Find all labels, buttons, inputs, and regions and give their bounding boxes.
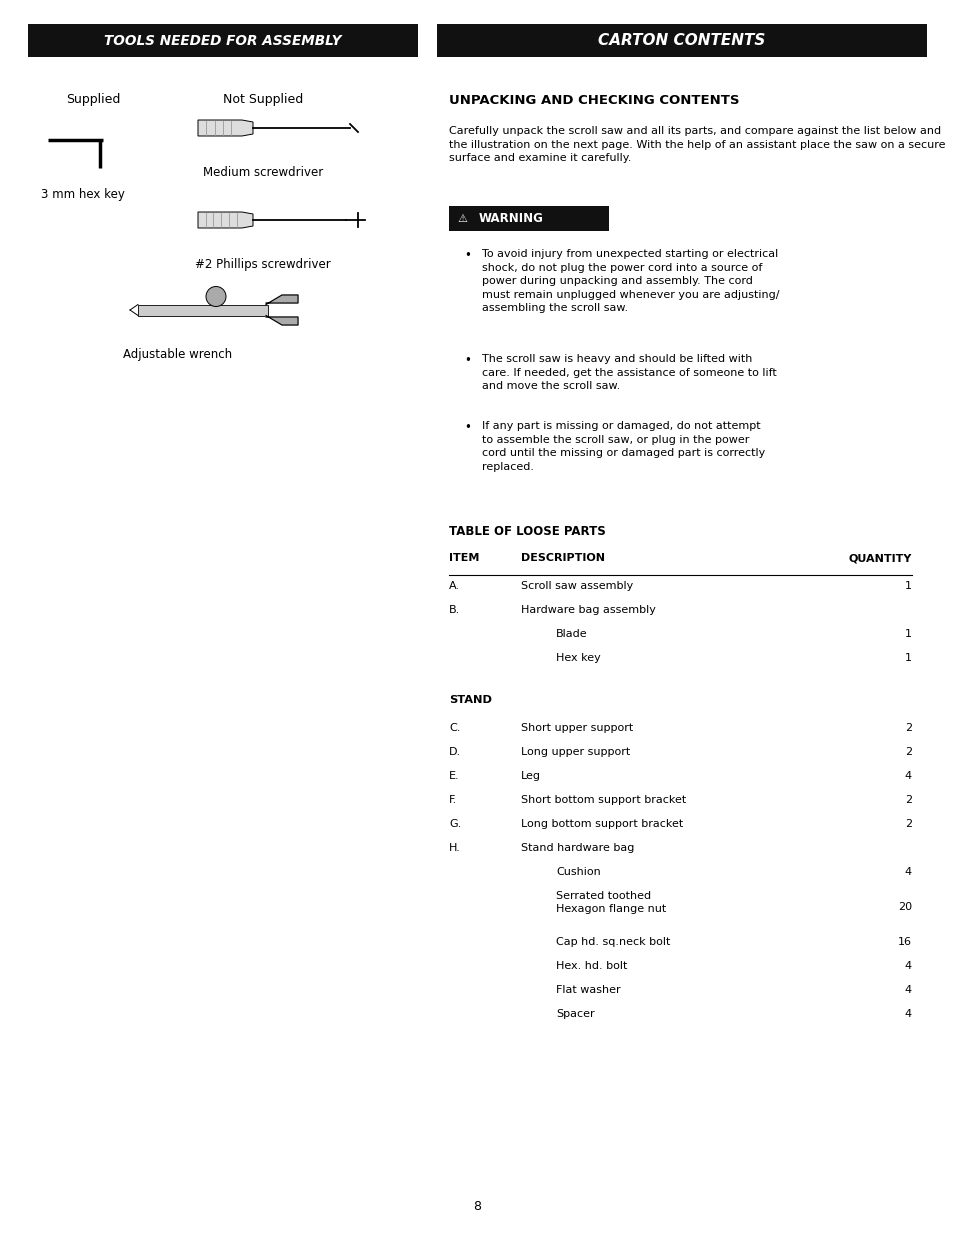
Text: 1: 1 — [904, 629, 911, 638]
Text: #2 Phillips screwdriver: #2 Phillips screwdriver — [195, 258, 331, 270]
Text: Stand hardware bag: Stand hardware bag — [520, 844, 634, 853]
Bar — [28, 23, 417, 57]
Circle shape — [206, 287, 226, 306]
Text: Leg: Leg — [520, 771, 540, 781]
Text: Hex. hd. bolt: Hex. hd. bolt — [556, 961, 627, 971]
Text: B.: B. — [449, 605, 459, 615]
Text: F.: F. — [449, 795, 456, 805]
Text: 4: 4 — [904, 867, 911, 877]
Text: 2: 2 — [904, 747, 911, 757]
Text: To avoid injury from unexpected starting or electrical
shock, do not plug the po: To avoid injury from unexpected starting… — [481, 249, 779, 314]
Text: E.: E. — [449, 771, 459, 781]
Text: H.: H. — [449, 844, 460, 853]
Text: 1: 1 — [904, 653, 911, 663]
Text: Blade: Blade — [556, 629, 587, 638]
Text: Flat washer: Flat washer — [556, 986, 620, 995]
Text: TABLE OF LOOSE PARTS: TABLE OF LOOSE PARTS — [449, 525, 605, 538]
Text: •: • — [463, 249, 471, 262]
Text: WARNING: WARNING — [478, 212, 543, 225]
Polygon shape — [198, 120, 253, 136]
Bar — [436, 23, 926, 57]
Bar — [138, 305, 268, 315]
Text: 4: 4 — [904, 986, 911, 995]
Text: Supplied: Supplied — [66, 93, 120, 106]
Text: Medium screwdriver: Medium screwdriver — [203, 165, 323, 179]
Bar — [449, 206, 608, 231]
Text: 8: 8 — [473, 1200, 480, 1214]
Text: ⚠: ⚠ — [456, 214, 467, 224]
Text: Cushion: Cushion — [556, 867, 600, 877]
Text: Cap hd. sq.neck bolt: Cap hd. sq.neck bolt — [556, 937, 670, 947]
Text: Short upper support: Short upper support — [520, 722, 633, 734]
Text: DESCRIPTION: DESCRIPTION — [520, 553, 604, 563]
Text: D.: D. — [449, 747, 460, 757]
Text: 1: 1 — [904, 580, 911, 592]
Text: 2: 2 — [904, 819, 911, 829]
Text: •: • — [463, 354, 471, 367]
Text: Adjustable wrench: Adjustable wrench — [123, 348, 233, 361]
Text: 4: 4 — [904, 961, 911, 971]
Text: G.: G. — [449, 819, 460, 829]
Text: STAND: STAND — [449, 695, 492, 705]
Text: A.: A. — [449, 580, 459, 592]
Text: 2: 2 — [904, 795, 911, 805]
Text: Hex key: Hex key — [556, 653, 600, 663]
Text: Not Supplied: Not Supplied — [223, 93, 303, 106]
Text: Spacer: Spacer — [556, 1009, 594, 1019]
Text: Hardware bag assembly: Hardware bag assembly — [520, 605, 656, 615]
Text: Serrated toothed
Hexagon flange nut: Serrated toothed Hexagon flange nut — [556, 890, 665, 914]
Text: Scroll saw assembly: Scroll saw assembly — [520, 580, 633, 592]
Text: 4: 4 — [904, 1009, 911, 1019]
Text: UNPACKING AND CHECKING CONTENTS: UNPACKING AND CHECKING CONTENTS — [449, 94, 739, 107]
Text: CARTON CONTENTS: CARTON CONTENTS — [598, 33, 765, 48]
Text: 20: 20 — [897, 902, 911, 911]
Text: 16: 16 — [897, 937, 911, 947]
Text: 4: 4 — [904, 771, 911, 781]
Polygon shape — [266, 295, 297, 305]
Text: Short bottom support bracket: Short bottom support bracket — [520, 795, 685, 805]
Text: If any part is missing or damaged, do not attempt
to assemble the scroll saw, or: If any part is missing or damaged, do no… — [481, 421, 764, 472]
Text: QUANTITY: QUANTITY — [848, 553, 911, 563]
Text: Long upper support: Long upper support — [520, 747, 630, 757]
Polygon shape — [198, 212, 253, 228]
Text: C.: C. — [449, 722, 460, 734]
Text: ITEM: ITEM — [449, 553, 478, 563]
Text: Carefully unpack the scroll saw and all its parts, and compare against the list : Carefully unpack the scroll saw and all … — [449, 126, 944, 163]
Text: Long bottom support bracket: Long bottom support bracket — [520, 819, 682, 829]
Text: 3 mm hex key: 3 mm hex key — [41, 188, 125, 201]
Text: TOOLS NEEDED FOR ASSEMBLY: TOOLS NEEDED FOR ASSEMBLY — [104, 33, 341, 47]
Text: •: • — [463, 421, 471, 433]
Text: The scroll saw is heavy and should be lifted with
care. If needed, get the assis: The scroll saw is heavy and should be li… — [481, 354, 776, 391]
Text: 2: 2 — [904, 722, 911, 734]
Polygon shape — [266, 315, 297, 325]
